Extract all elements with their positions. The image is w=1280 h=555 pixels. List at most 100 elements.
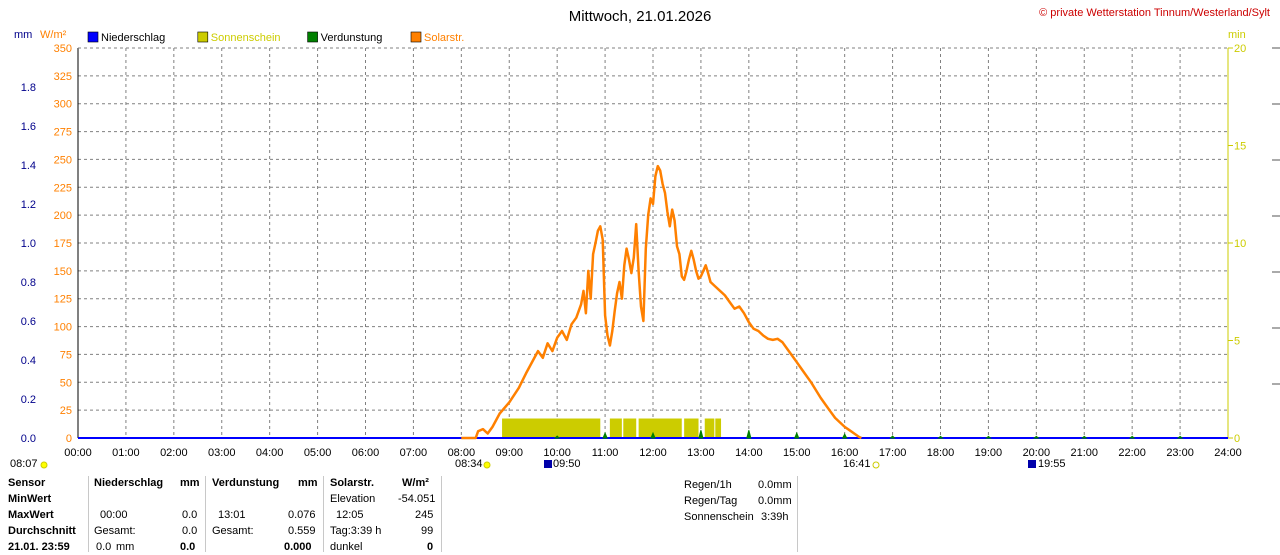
sunshine-bar xyxy=(704,418,715,438)
row-sensor: Sensor xyxy=(8,477,46,489)
x-tick-label: 16:00 xyxy=(831,447,859,459)
solar-max-val: 245 xyxy=(415,509,434,521)
divider xyxy=(88,476,89,552)
legend-swatch xyxy=(197,31,209,43)
unit-mm: mm xyxy=(14,29,32,41)
evaporation-spike xyxy=(1176,435,1184,439)
sun-duration-label: Sonnenschein xyxy=(684,511,754,523)
rain1h-label: Regen/1h xyxy=(684,479,732,491)
y-mm-tick-label: 1.6 xyxy=(21,121,36,133)
y-min-tick-label: 20 xyxy=(1234,43,1246,55)
x-tick-label: 06:00 xyxy=(352,447,380,459)
marker-event2: 19:55 xyxy=(1038,458,1066,470)
x-tick-label: 12:00 xyxy=(639,447,667,459)
evaporation-spike xyxy=(794,431,800,439)
niederschlag-sum-label: Gesamt: xyxy=(94,525,136,537)
evaporation-spike xyxy=(746,430,752,439)
evaporation-spike xyxy=(698,430,704,439)
y-wm2-tick-label: 125 xyxy=(54,294,72,306)
unit-wm2: W/m² xyxy=(40,29,67,41)
y-wm2-tick-label: 350 xyxy=(54,43,72,55)
x-tick-label: 07:00 xyxy=(400,447,428,459)
solar-day-val: 99 xyxy=(421,525,434,537)
marker-sunrise: 08:34 xyxy=(455,458,483,470)
verdunstung-max-time: 13:01 xyxy=(218,509,246,521)
y-wm2-tick-label: 0 xyxy=(66,433,72,445)
x-tick-label: 18:00 xyxy=(927,447,955,459)
marker-sunset: 16:41 xyxy=(843,458,871,470)
y-min-tick-label: 0 xyxy=(1234,433,1240,445)
divider xyxy=(205,476,206,552)
sunrise-icon xyxy=(483,461,491,469)
sunshine-bar xyxy=(684,418,699,438)
copyright-text: © private Wetterstation Tinnum/Westerlan… xyxy=(1039,7,1270,19)
marker-event1: 09:50 xyxy=(553,458,581,470)
row-last-time: 21.01. 23:59 xyxy=(8,541,70,553)
x-tick-label: 15:00 xyxy=(783,447,811,459)
x-tick-label: 11:00 xyxy=(592,447,619,459)
x-tick-label: 14:00 xyxy=(735,447,763,459)
divider xyxy=(797,476,798,552)
legend-label: Verdunstung xyxy=(321,32,383,44)
chart-title: Mittwoch, 21.01.2026 xyxy=(569,8,712,25)
legend-swatch xyxy=(307,31,318,43)
y-mm-tick-label: 1.0 xyxy=(21,238,36,250)
evaporation-spike xyxy=(937,435,944,439)
niederschlag-max-time: 00:00 xyxy=(100,509,128,521)
y-wm2-tick-label: 50 xyxy=(60,377,72,389)
y-mm-tick-label: 0.4 xyxy=(21,355,36,367)
moon-icon xyxy=(544,460,552,468)
y-wm2-tick-label: 300 xyxy=(54,99,72,111)
chart-grid xyxy=(77,47,1229,438)
sunshine-bar xyxy=(623,418,637,438)
x-tick-label: 01:00 xyxy=(112,447,140,459)
row-durchschnitt: Durchschnitt xyxy=(8,525,76,537)
y-wm2-tick-label: 150 xyxy=(54,266,72,278)
y-wm2-tick-label: 200 xyxy=(54,210,72,222)
row-minwert: MinWert xyxy=(8,493,52,505)
divider xyxy=(323,476,324,552)
evaporation-spike xyxy=(650,431,656,439)
y-mm-tick-label: 0.6 xyxy=(21,316,36,328)
verdunstung-sum: 0.559 xyxy=(288,525,316,537)
x-tick-label: 13:00 xyxy=(687,447,715,459)
y-mm-tick-label: 1.2 xyxy=(21,199,36,211)
niederschlag-last-val: 0.0 xyxy=(96,541,112,553)
verdunstung-unit: mm xyxy=(298,477,318,489)
evaporation-spike xyxy=(602,431,608,439)
y-wm2-tick-label: 275 xyxy=(54,127,72,139)
y-wm2-tick-label: 225 xyxy=(54,182,72,194)
y-mm-tick-label: 1.4 xyxy=(21,160,36,172)
evaporation-spike xyxy=(841,433,848,439)
rainday-val: 0.0mm xyxy=(758,495,792,507)
weather-chart: 00:00 01:00 02:00 03:00 04:00 05:00 06:00 07:00… xyxy=(10,7,1280,470)
y-min-tick-label: 5 xyxy=(1234,336,1240,348)
divider xyxy=(441,476,442,552)
x-tick-label: 02:00 xyxy=(160,447,188,459)
y-min-tick-label: 15 xyxy=(1234,141,1246,153)
sunshine-bar xyxy=(715,418,722,438)
sun-marker-icon xyxy=(40,461,48,469)
evaporation-spike xyxy=(889,435,896,439)
x-tick-label: 03:00 xyxy=(208,447,236,459)
y-min-tick-label: 10 xyxy=(1234,238,1246,250)
x-tick-label: 19:00 xyxy=(975,447,1003,459)
y-wm2-tick-label: 25 xyxy=(60,405,72,417)
solar-dark-label: dunkel xyxy=(330,541,363,553)
verdunstung-max-val: 0.076 xyxy=(288,509,316,521)
moonset-icon xyxy=(1028,460,1036,468)
niederschlag-max-val: 0.0 xyxy=(182,509,198,521)
solar-elev-val: -54.051 xyxy=(398,493,436,505)
x-tick-label: 10:00 xyxy=(543,447,571,459)
legend: Niederschlag Sonnenschein Verdunstung Solar… xyxy=(87,31,464,44)
x-tick-label: 23:00 xyxy=(1166,447,1194,459)
verdunstung-header: Verdunstung xyxy=(212,477,280,489)
y-wm2-tick-label: 100 xyxy=(54,322,72,334)
y-mm-tick-label: 1.8 xyxy=(21,82,36,94)
x-tick-label: 22:00 xyxy=(1118,447,1146,459)
axis-ticks: 00:00 01:00 02:00 03:00 04:00 05:00 06:00 07:00… xyxy=(21,43,1247,459)
legend-swatch xyxy=(410,31,422,43)
sunshine-bar xyxy=(502,418,601,438)
y-mm-tick-label: 0.2 xyxy=(21,394,36,406)
y-wm2-tick-label: 175 xyxy=(54,238,72,250)
